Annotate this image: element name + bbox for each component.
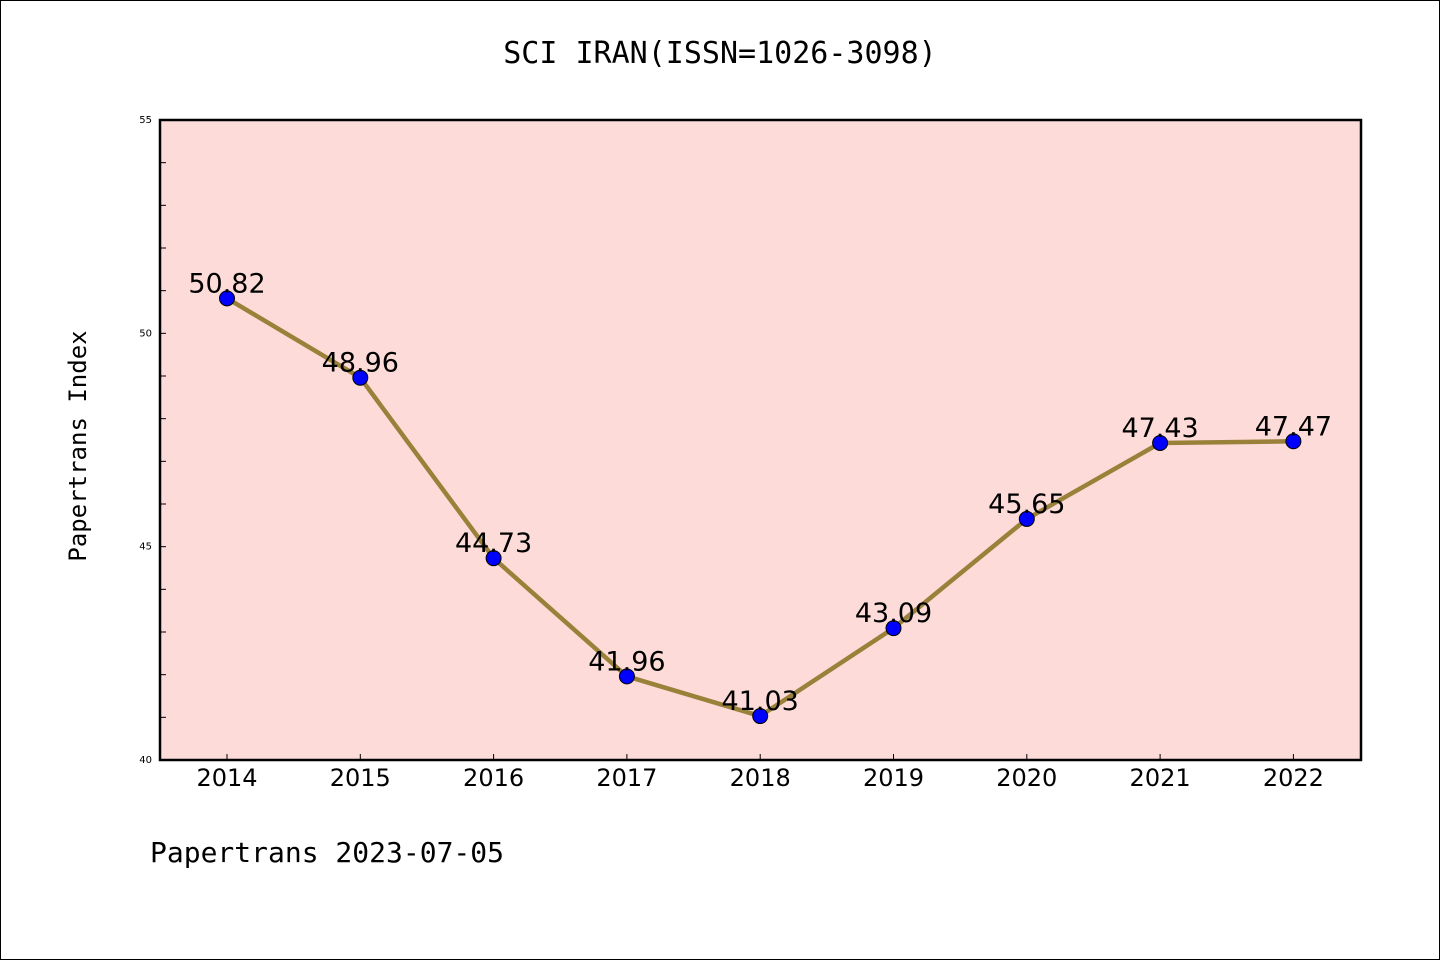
data-point <box>1285 433 1302 450</box>
data-point <box>1018 510 1035 527</box>
data-point <box>885 620 902 637</box>
y-tick-label: 45 <box>139 542 152 553</box>
x-tick-label: 2022 <box>1263 764 1324 792</box>
x-tick-label: 2017 <box>596 764 657 792</box>
x-tick-label: 2018 <box>730 764 791 792</box>
data-label: 45.65 <box>988 489 1065 520</box>
x-tick-label: 2021 <box>1130 764 1191 792</box>
data-label: 48.96 <box>322 348 399 379</box>
data-point <box>752 708 769 725</box>
data-point <box>219 290 235 307</box>
data-point <box>618 668 635 685</box>
data-label: 50.82 <box>188 268 265 299</box>
data-point <box>352 369 369 386</box>
chart-title: SCI IRAN(ISSN=1026-3098) <box>503 36 937 71</box>
data-label: 44.73 <box>455 528 532 559</box>
data-label: 41.03 <box>722 686 799 717</box>
data-label: 41.96 <box>588 646 665 677</box>
x-tick-label: 2016 <box>463 764 524 792</box>
x-tick-label: 2015 <box>330 764 391 792</box>
x-tick-label: 2014 <box>196 764 257 792</box>
data-point <box>1152 434 1169 451</box>
plot-border <box>158 118 1363 762</box>
footer-text: Papertrans 2023-07-05 <box>150 836 505 869</box>
data-label: 47.43 <box>1121 413 1198 444</box>
y-tick-label: 55 <box>139 115 152 126</box>
y-tick-label: 40 <box>139 755 152 766</box>
data-point <box>485 550 502 567</box>
x-tick-label: 2020 <box>996 764 1057 792</box>
x-tick-label: 2019 <box>863 764 924 792</box>
data-label: 47.47 <box>1255 411 1332 442</box>
y-tick-label: 50 <box>139 328 152 339</box>
data-label: 43.09 <box>855 598 932 629</box>
